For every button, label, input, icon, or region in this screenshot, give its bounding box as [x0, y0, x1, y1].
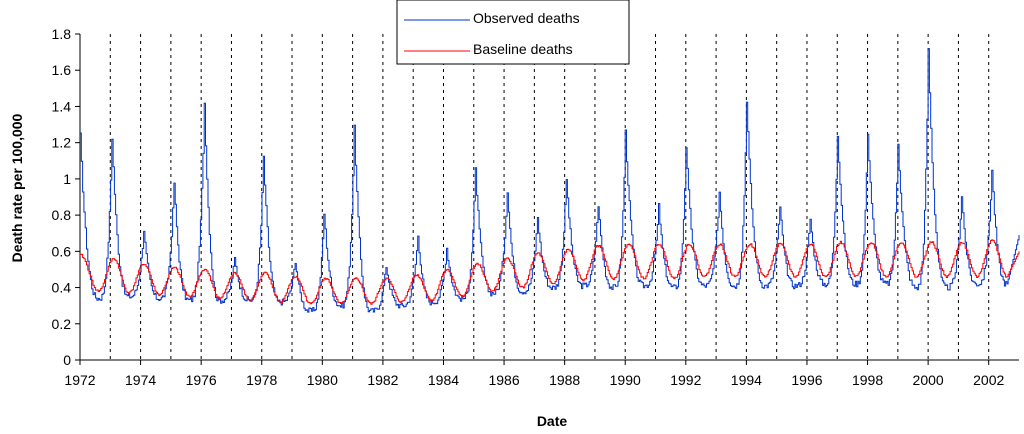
plot-series	[80, 48, 1020, 313]
legend: Observed deaths Baseline deaths	[396, 0, 630, 65]
x-tick-label: 2000	[913, 372, 944, 388]
y-tick-label: 1.4	[52, 98, 72, 114]
axes	[79, 34, 1019, 361]
series-line-observed-deaths	[80, 48, 1020, 313]
vertical-gridlines	[109, 34, 990, 360]
y-tick-label: 0	[63, 352, 71, 368]
y-tick-label: 1.6	[52, 62, 72, 78]
y-tick-label: 1	[63, 171, 71, 187]
x-tick-label: 1982	[367, 372, 398, 388]
legend-label-baseline: Baseline deaths	[473, 41, 573, 57]
x-tick-label: 1984	[428, 372, 459, 388]
x-tick-label: 1976	[186, 372, 217, 388]
x-tick-label: 1998	[852, 372, 883, 388]
x-tick-label: 2002	[973, 372, 1004, 388]
y-tick-label: 0.2	[52, 316, 72, 332]
legend-label-observed: Observed deaths	[473, 10, 580, 26]
x-axis-ticks: 1972 1974 1976 1978 1980 1982 1984 1986 1988 1990…	[64, 360, 1004, 388]
legend-box	[396, 0, 630, 65]
x-tick-label: 1996	[791, 372, 822, 388]
y-axis-ticks: 0 0.2 0.4 0.6 0.8 1 1.2 1.4 1.6 1.8	[52, 26, 80, 368]
x-tick-label: 1986	[488, 372, 519, 388]
y-tick-label: 1.8	[52, 26, 72, 42]
x-tick-label: 1978	[246, 372, 277, 388]
x-tick-label: 1994	[731, 372, 762, 388]
y-tick-label: 1.2	[52, 135, 72, 151]
y-tick-label: 0.8	[52, 207, 72, 223]
x-tick-label: 1990	[610, 372, 641, 388]
x-tick-label: 1972	[64, 372, 95, 388]
x-axis-title: Date	[537, 413, 568, 429]
y-axis-title: Death rate per 100,000	[9, 113, 25, 262]
series-line-baseline-deaths	[80, 239, 1020, 305]
y-tick-label: 0.4	[52, 280, 72, 296]
x-tick-label: 1974	[125, 372, 156, 388]
x-tick-label: 1980	[307, 372, 338, 388]
x-tick-label: 1992	[670, 372, 701, 388]
x-tick-label: 1988	[549, 372, 580, 388]
y-tick-label: 0.6	[52, 243, 72, 259]
